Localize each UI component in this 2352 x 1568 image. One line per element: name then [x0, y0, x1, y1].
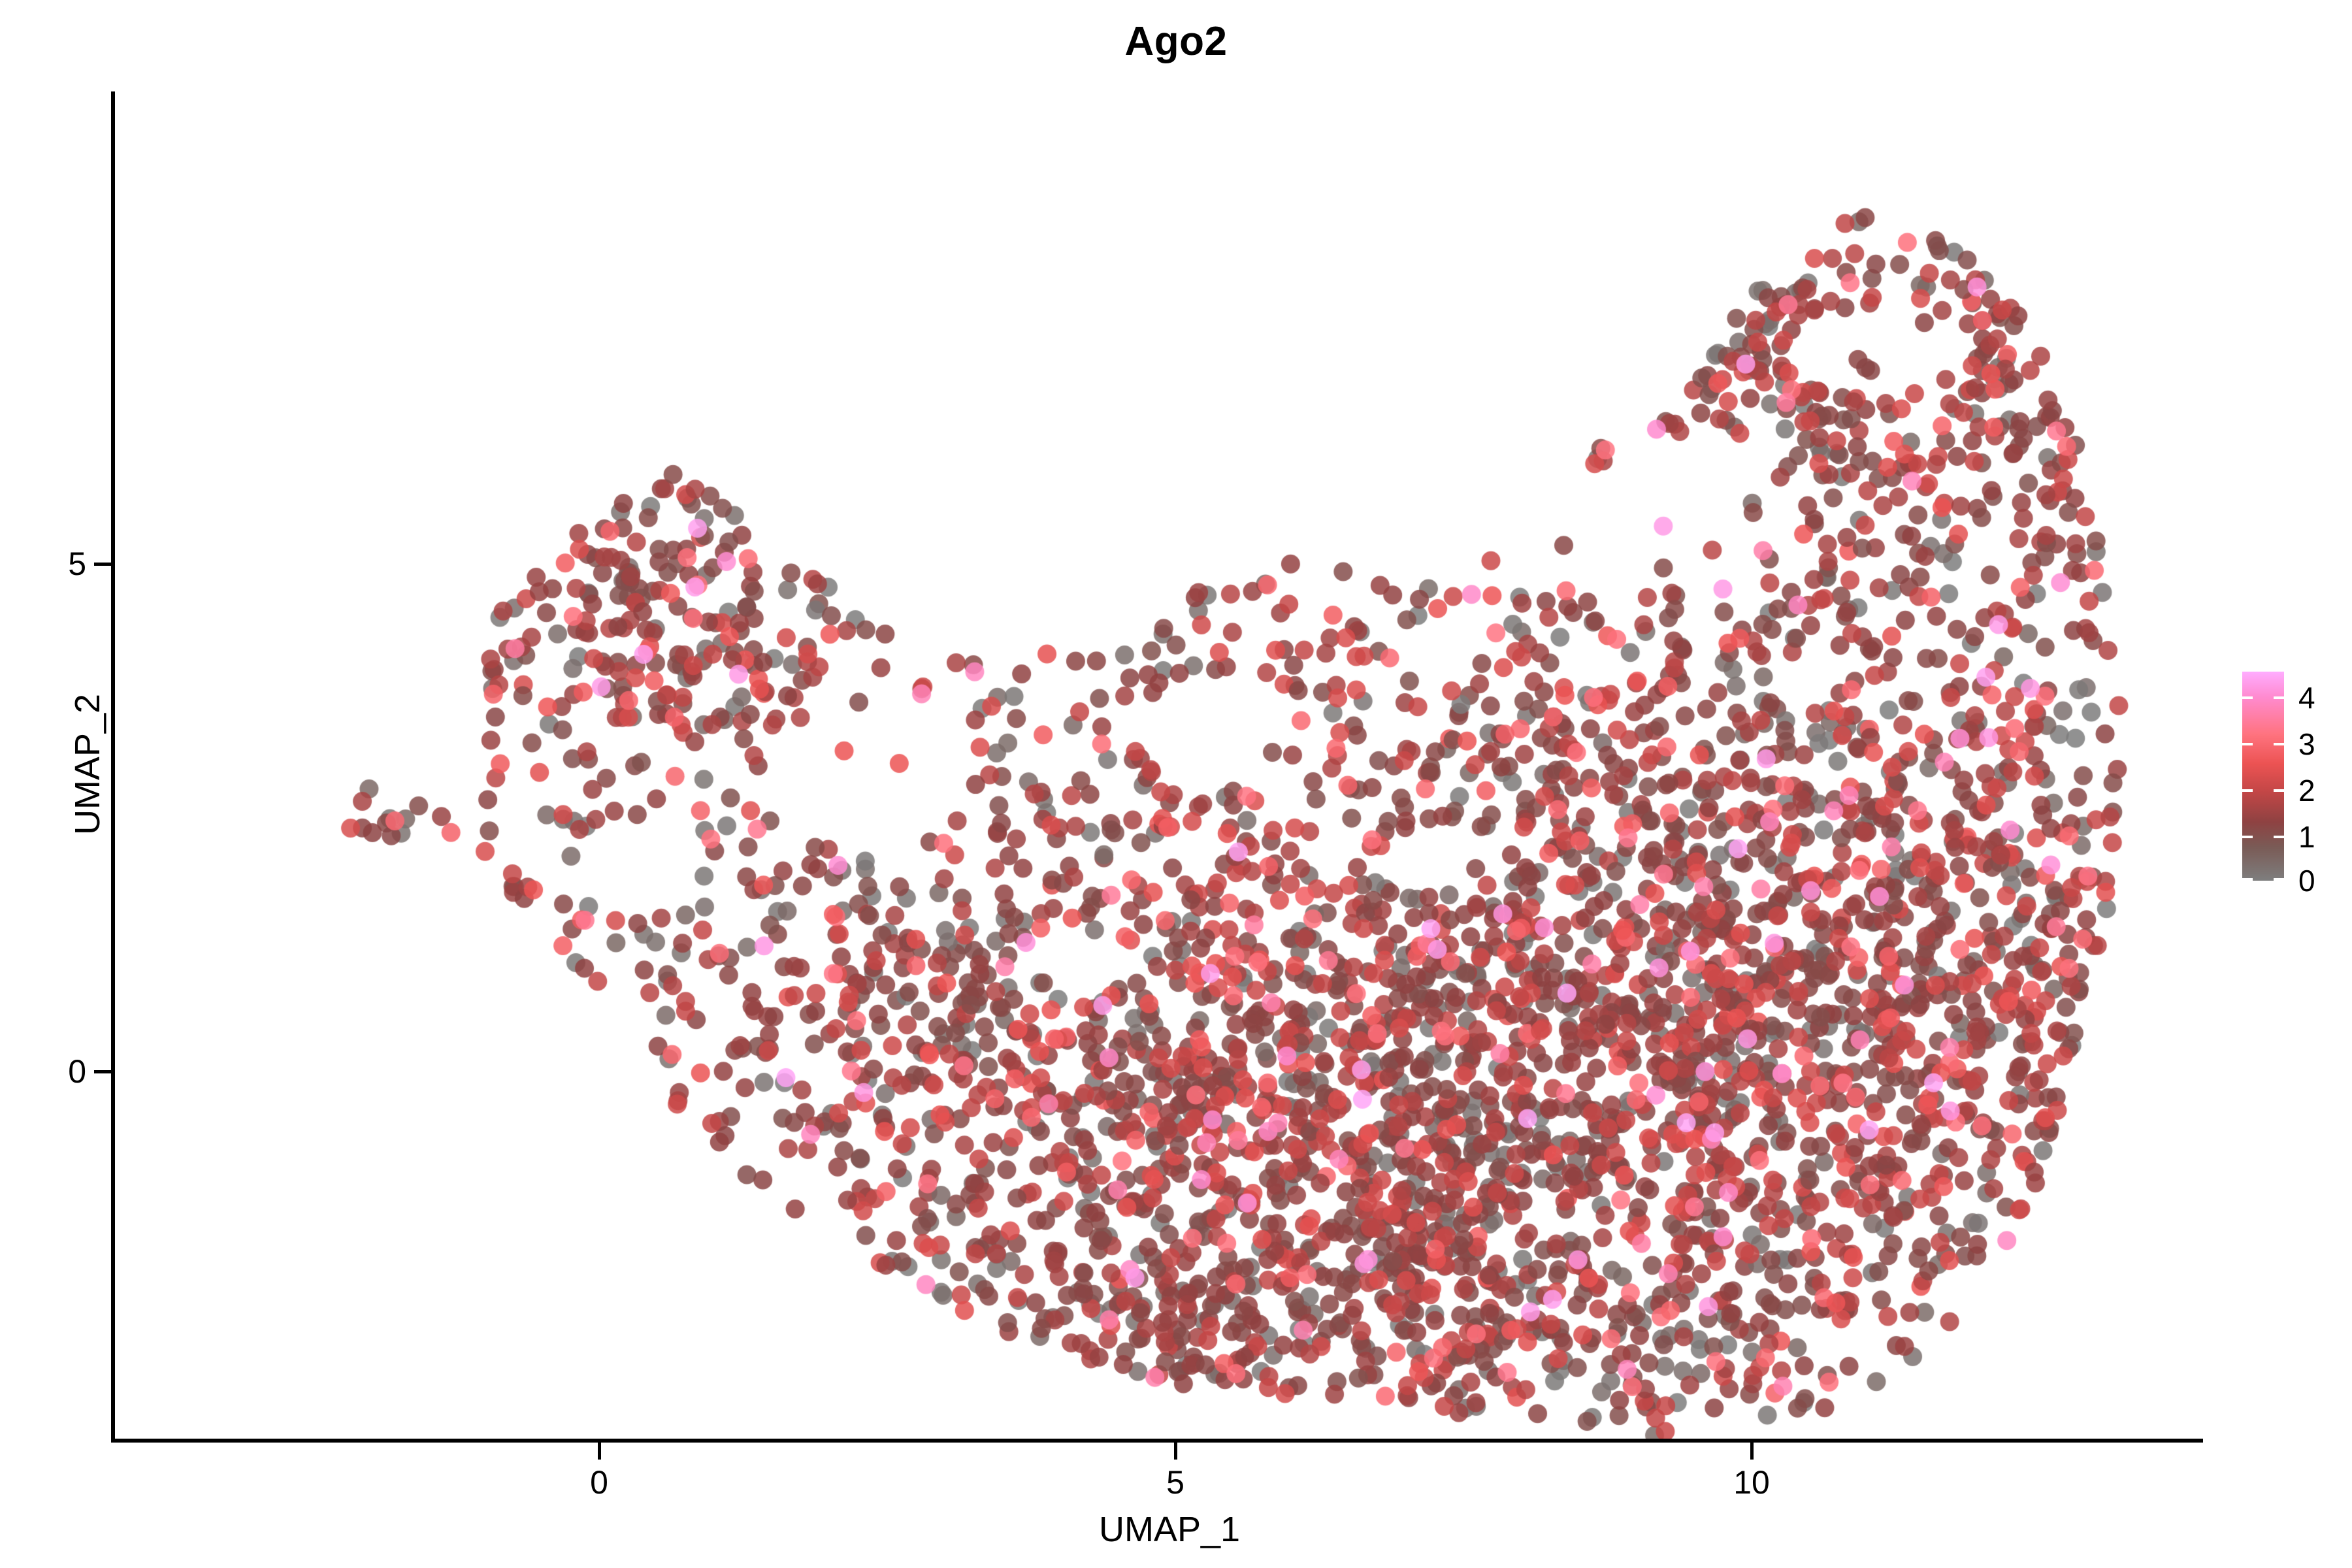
x-tick-label-2: 10: [1733, 1464, 1770, 1501]
colorbar-tick-1-left: [2242, 836, 2253, 838]
x-axis-title: UMAP_1: [1098, 1510, 1241, 1549]
colorbar-tick-2-left: [2242, 789, 2253, 792]
colorbar-tick-3-left: [2242, 743, 2253, 745]
x-tick-mark-0: [598, 1443, 601, 1460]
legend-label-0: 0: [2298, 864, 2315, 898]
legend-label-3: 3: [2298, 727, 2315, 761]
legend-label-2: 2: [2298, 774, 2315, 808]
x-tick-mark-2: [1750, 1443, 1754, 1460]
colorbar-gradient: [2242, 672, 2284, 881]
plot-panel: [114, 91, 2203, 1441]
colorbar-tick-2-right: [2274, 789, 2284, 792]
colorbar-tick-0-right: [2274, 878, 2284, 881]
y-axis-title: UMAP_2: [68, 693, 108, 836]
y-tick-mark-1: [94, 563, 111, 566]
x-tick-mark-1: [1174, 1443, 1177, 1460]
colorbar-tick-4-right: [2274, 696, 2284, 699]
y-tick-label-1: 5: [68, 546, 86, 582]
x-tick-label-1: 5: [1166, 1464, 1184, 1501]
page-title: Ago2: [1124, 19, 1228, 64]
scatter-plot-canvas: [114, 91, 2203, 1441]
y-tick-label-0: 0: [68, 1053, 86, 1090]
y-tick-mark-0: [94, 1070, 111, 1073]
x-tick-label-0: 0: [590, 1464, 608, 1501]
legend-label-1: 1: [2298, 820, 2315, 854]
colorbar-tick-3-right: [2274, 743, 2284, 745]
colorbar-tick-4-left: [2242, 696, 2253, 699]
colorbar-tick-0-left: [2242, 878, 2253, 881]
colorbar-tick-1-right: [2274, 836, 2284, 838]
x-axis-line: [111, 1439, 2203, 1443]
y-axis-line: [111, 91, 115, 1443]
legend-colorbar: 4 3 2 1 0: [2242, 672, 2340, 898]
legend-label-4: 4: [2298, 681, 2315, 715]
